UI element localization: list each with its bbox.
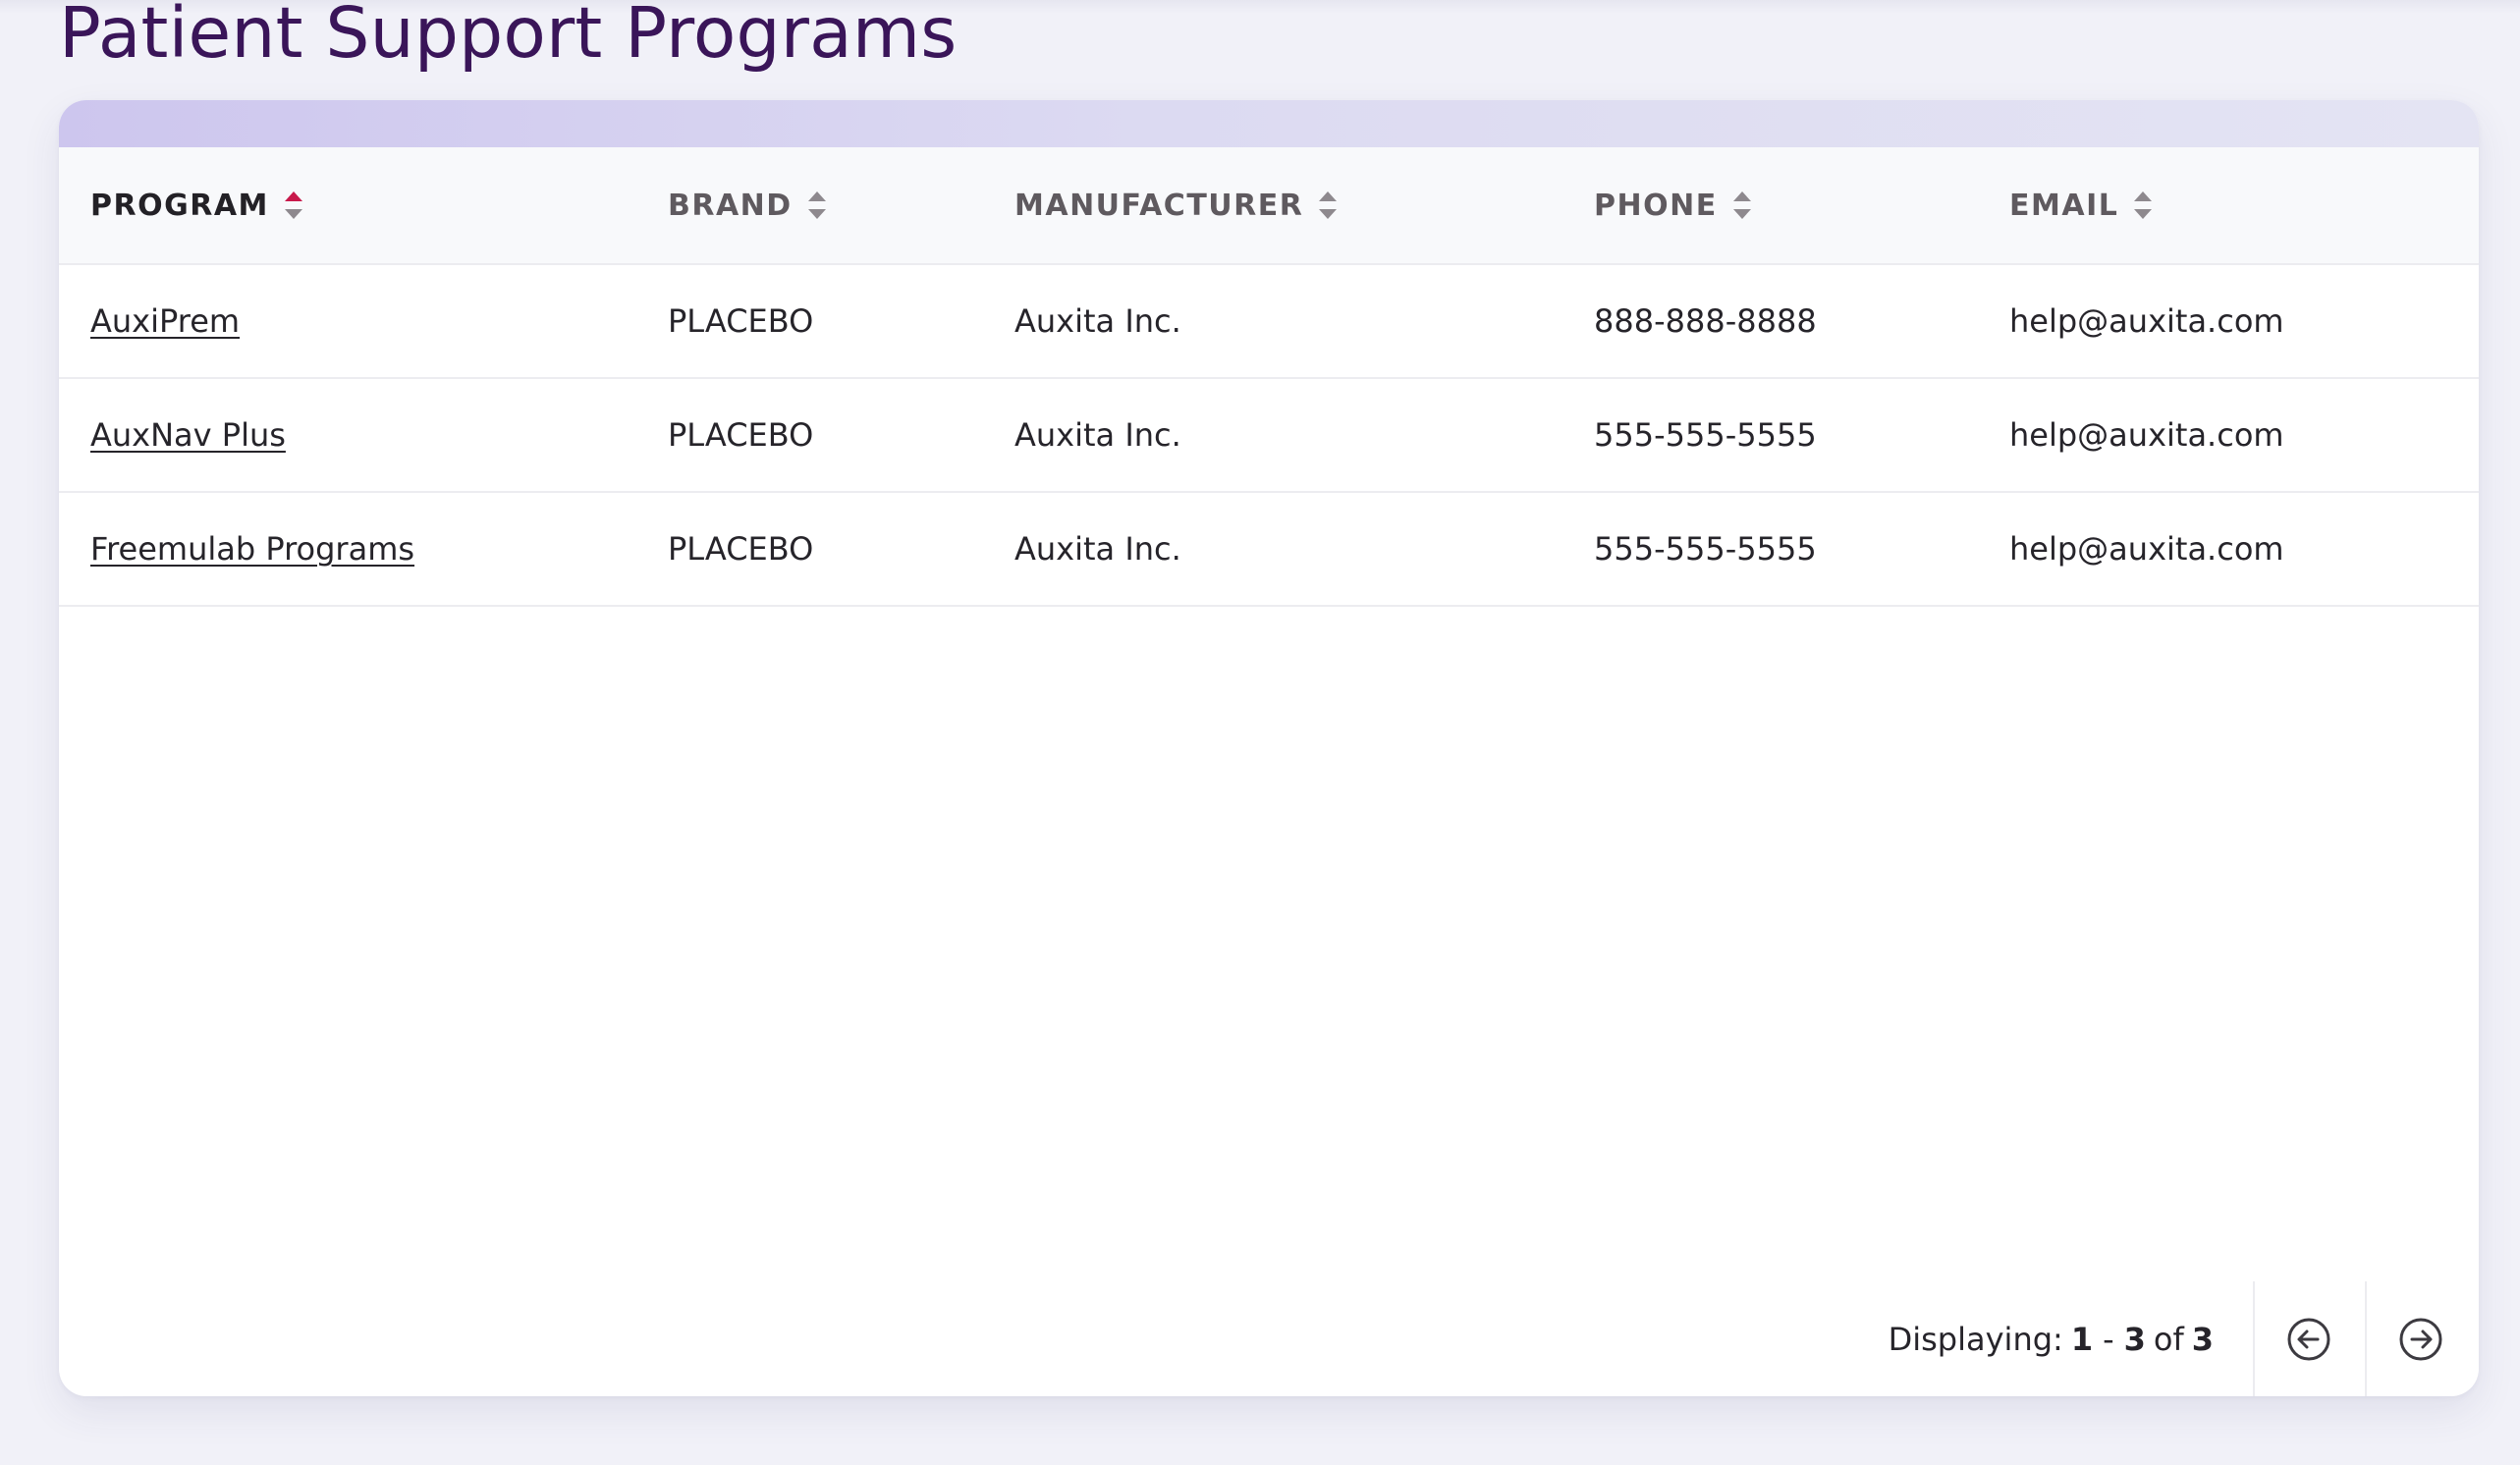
arrow-right-circle-icon <box>2399 1318 2442 1360</box>
sort-icon <box>1732 191 1751 219</box>
program-link[interactable]: AuxNav Plus <box>90 416 286 454</box>
email-cell: help@auxita.com <box>2009 416 2284 454</box>
table-header: PROGRAM BRAND MANUFACTURER PHONE <box>59 147 2479 265</box>
table-row: Freemulab Programs PLACEBO Auxita Inc. 5… <box>59 493 2479 607</box>
phone-cell: 888-888-8888 <box>1594 302 1817 340</box>
column-header-label: PHONE <box>1594 188 1718 223</box>
sort-icon <box>1319 191 1338 219</box>
phone-cell: 555-555-5555 <box>1594 416 1817 454</box>
programs-table-card: PROGRAM BRAND MANUFACTURER PHONE <box>59 100 2479 1396</box>
previous-page-button[interactable] <box>2253 1281 2363 1396</box>
arrow-left-circle-icon <box>2287 1318 2330 1360</box>
page-title: Patient Support Programs <box>59 0 958 74</box>
program-link[interactable]: AuxiPrem <box>90 302 241 340</box>
table-row: AuxiPrem PLACEBO Auxita Inc. 888-888-888… <box>59 265 2479 379</box>
sort-icon <box>807 191 826 219</box>
sort-ascending-icon <box>284 191 302 219</box>
next-page-button[interactable] <box>2365 1281 2475 1396</box>
manufacturer-cell: Auxita Inc. <box>1014 416 1181 454</box>
column-header-brand[interactable]: BRAND <box>668 147 828 263</box>
program-link[interactable]: Freemulab Programs <box>90 530 415 568</box>
pagination-start: 1 <box>2070 1320 2094 1358</box>
pagination-separator: - <box>2103 1320 2114 1358</box>
column-header-label: PROGRAM <box>90 188 269 223</box>
top-shadow <box>0 0 2520 14</box>
table-row: AuxNav Plus PLACEBO Auxita Inc. 555-555-… <box>59 379 2479 493</box>
column-header-program[interactable]: PROGRAM <box>90 147 304 263</box>
sort-icon <box>2134 191 2153 219</box>
manufacturer-cell: Auxita Inc. <box>1014 530 1181 568</box>
brand-cell: PLACEBO <box>668 416 814 454</box>
pagination-summary: Displaying: 1 - 3 of 3 <box>1889 1281 2221 1396</box>
column-header-label: EMAIL <box>2009 188 2119 223</box>
manufacturer-cell: Auxita Inc. <box>1014 302 1181 340</box>
pagination-total: 3 <box>2191 1320 2214 1358</box>
email-cell: help@auxita.com <box>2009 530 2284 568</box>
card-header-band <box>59 100 2479 147</box>
pagination-label: Displaying: <box>1888 1320 2063 1358</box>
column-header-phone[interactable]: PHONE <box>1594 147 1753 263</box>
pagination-of-label: of <box>2153 1320 2184 1358</box>
brand-cell: PLACEBO <box>668 302 814 340</box>
brand-cell: PLACEBO <box>668 530 814 568</box>
column-header-label: MANUFACTURER <box>1014 188 1304 223</box>
pagination: Displaying: 1 - 3 of 3 <box>59 1281 2479 1396</box>
phone-cell: 555-555-5555 <box>1594 530 1817 568</box>
column-header-label: BRAND <box>668 188 793 223</box>
column-header-email[interactable]: EMAIL <box>2009 147 2154 263</box>
column-header-manufacturer[interactable]: MANUFACTURER <box>1014 147 1339 263</box>
pagination-end: 3 <box>2123 1320 2146 1358</box>
email-cell: help@auxita.com <box>2009 302 2284 340</box>
